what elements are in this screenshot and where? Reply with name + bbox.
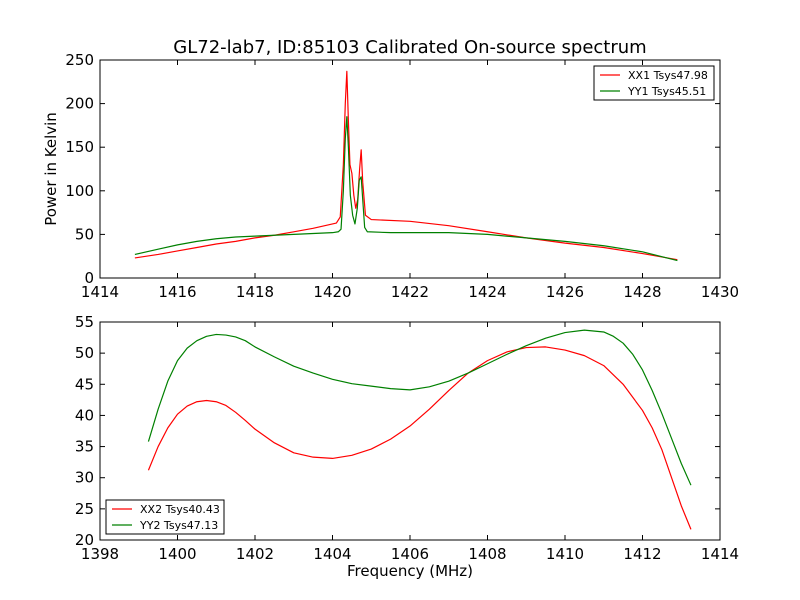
x-tick-label: 1406 xyxy=(391,545,429,563)
series-line-2-2 xyxy=(147,329,692,486)
y-tick-label: 55 xyxy=(75,313,94,331)
bottom-plot: Frequency (MHz) 1398 1400 1402 1404 1406 1408… xyxy=(75,313,739,580)
x-axis-label: Frequency (MHz) xyxy=(347,562,473,580)
y-tick-label: 40 xyxy=(75,406,94,424)
series-line-1-2 xyxy=(134,116,678,262)
x-tick-label: 1412 xyxy=(623,545,661,563)
x-tick-label: 1418 xyxy=(236,283,274,301)
x-tick-label: 1416 xyxy=(158,283,196,301)
x-tick-label: 1398 xyxy=(81,545,119,563)
x-tick-label: 1408 xyxy=(468,545,506,563)
top-plot: Power in Kelvin 1414 1416 1418 1420 1422 1424… xyxy=(42,51,739,301)
legend-label: YY2 Tsys47.13 xyxy=(139,519,218,532)
x-tick-label: 1430 xyxy=(701,283,739,301)
legend-label: XX2 Tsys40.43 xyxy=(140,503,220,516)
x-tick-label: 1420 xyxy=(313,283,351,301)
x-tick-label: 1402 xyxy=(236,545,274,563)
series-line-2-1 xyxy=(147,346,692,530)
y-tick-label: 25 xyxy=(75,500,94,518)
y-tick-label: 100 xyxy=(65,182,94,200)
chart-title: GL72-lab7, ID:85103 Calibrated On-source… xyxy=(173,37,646,58)
x-tick-label: 1414 xyxy=(701,545,739,563)
legend-label: XX1 Tsys47.98 xyxy=(628,69,708,82)
legend-box xyxy=(105,499,225,535)
x-tick-label: 1426 xyxy=(546,283,584,301)
top-y-axis-label: Power in Kelvin xyxy=(42,112,60,226)
y-tick-label: 0 xyxy=(84,269,94,287)
x-tick-label: 1400 xyxy=(158,545,196,563)
y-tick-label: 200 xyxy=(65,95,94,113)
x-tick-label: 1428 xyxy=(623,283,661,301)
y-tick-label: 50 xyxy=(75,225,94,243)
y-tick-label: 150 xyxy=(65,138,94,156)
x-tick-label: 1424 xyxy=(468,283,506,301)
y-tick-label: 250 xyxy=(65,51,94,69)
y-tick-label: 50 xyxy=(75,344,94,362)
legend-label: YY1 Tsys45.51 xyxy=(627,85,706,98)
x-tick-label: 1404 xyxy=(313,545,351,563)
legend-box xyxy=(593,65,715,101)
x-tick-label: 1422 xyxy=(391,283,429,301)
y-tick-label: 35 xyxy=(75,438,94,456)
x-tick-label: 1414 xyxy=(81,283,119,301)
y-tick-label: 30 xyxy=(75,469,94,487)
series-line-1-1 xyxy=(134,70,678,261)
x-tick-label: 1410 xyxy=(546,545,584,563)
y-tick-label: 20 xyxy=(75,531,94,549)
y-tick-label: 45 xyxy=(75,375,94,393)
